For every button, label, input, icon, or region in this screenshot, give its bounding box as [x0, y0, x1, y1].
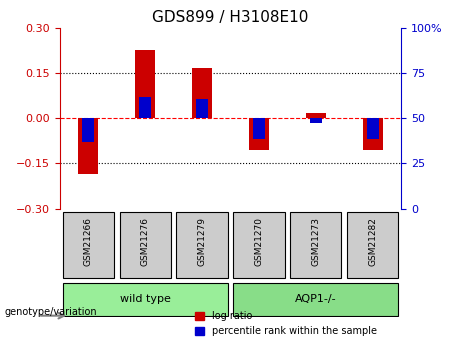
Bar — [306, 113, 326, 118]
Legend: log ratio, percentile rank within the sample: log ratio, percentile rank within the sa… — [191, 307, 381, 340]
FancyBboxPatch shape — [63, 212, 114, 278]
FancyBboxPatch shape — [347, 212, 398, 278]
Text: GSM21266: GSM21266 — [84, 217, 93, 266]
Text: GSM21276: GSM21276 — [141, 217, 150, 266]
Text: GSM21279: GSM21279 — [198, 217, 207, 266]
Bar — [135, 50, 155, 118]
Bar — [249, 118, 269, 150]
Bar — [363, 118, 383, 150]
Text: wild type: wild type — [120, 294, 171, 304]
Text: GSM21270: GSM21270 — [254, 217, 263, 266]
Bar — [139, 97, 151, 118]
Bar — [192, 68, 212, 118]
FancyBboxPatch shape — [120, 212, 171, 278]
Title: GDS899 / H3108E10: GDS899 / H3108E10 — [152, 10, 309, 25]
Text: GSM21282: GSM21282 — [368, 217, 377, 266]
Bar — [366, 118, 378, 139]
Bar — [253, 118, 265, 139]
Bar — [83, 118, 95, 142]
Bar — [310, 118, 322, 123]
FancyBboxPatch shape — [177, 212, 228, 278]
FancyBboxPatch shape — [233, 212, 284, 278]
Text: genotype/variation: genotype/variation — [5, 307, 97, 317]
Bar — [78, 118, 98, 174]
FancyBboxPatch shape — [290, 212, 341, 278]
Text: AQP1-/-: AQP1-/- — [295, 294, 337, 304]
FancyBboxPatch shape — [63, 283, 228, 316]
Bar — [196, 99, 208, 118]
Text: GSM21273: GSM21273 — [311, 217, 320, 266]
FancyBboxPatch shape — [233, 283, 398, 316]
